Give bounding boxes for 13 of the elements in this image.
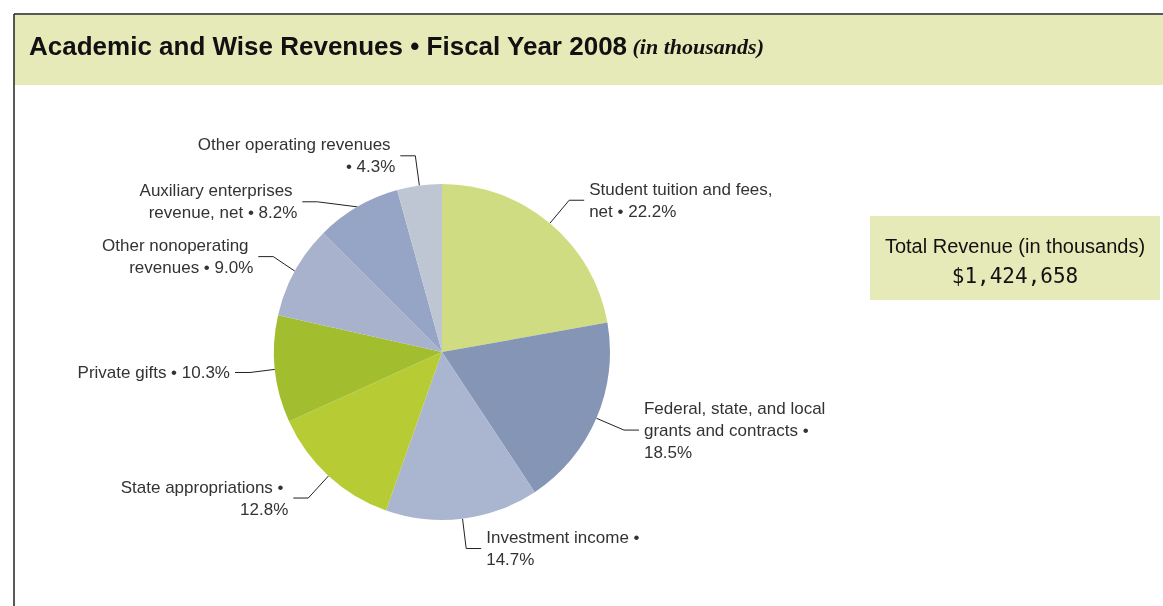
text: $1,424,658: [951, 264, 1079, 288]
slice-label: Investment income • 14.7%: [486, 528, 645, 570]
slice-label: Student tuition and fees, net • 22.2%: [589, 179, 778, 221]
slice-label: State appropriations • 12.8%: [120, 477, 289, 519]
chart-title: Academic and Wise Revenues • Fiscal Year 2008: [29, 31, 628, 61]
chart-subtitle: (in thousands): [632, 33, 764, 59]
slice-label: Other operating revenues: [197, 135, 396, 155]
slice-label: Private gifts • 10.3%: [77, 362, 230, 382]
text: Total Revenue (in thousands): [884, 235, 1146, 257]
data-label: • 4.3%: [345, 157, 396, 177]
slice-label: Auxiliary enterprises revenue, net • 8.2%: [139, 181, 298, 223]
slice-label: Other nonoperating revenues • 9.0%: [102, 236, 254, 278]
slice-label: Federal, state, and local grants and contracts • 18.5%: [643, 398, 831, 462]
